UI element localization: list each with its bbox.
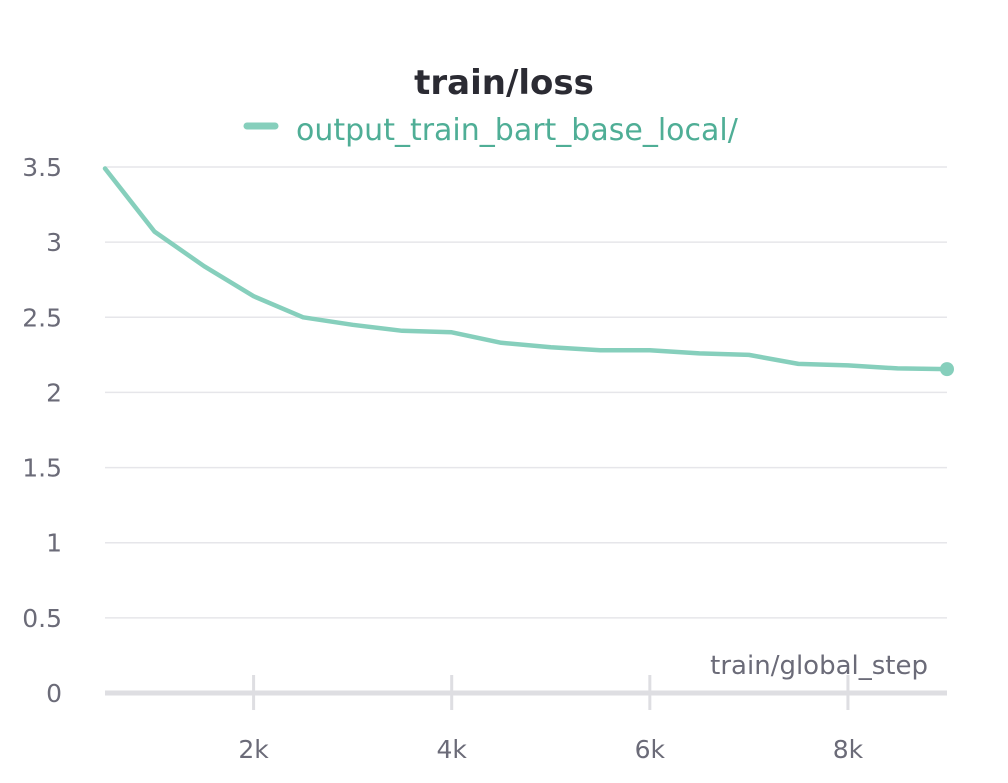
y-tick-label: 1 bbox=[46, 529, 62, 558]
grid-lines bbox=[105, 166, 947, 619]
y-tick-label: 2 bbox=[46, 378, 62, 407]
chart-title: train/loss bbox=[414, 63, 594, 103]
series-end-point bbox=[940, 362, 954, 377]
x-axis-label: train/global_step bbox=[710, 651, 928, 681]
y-tick-label: 2.5 bbox=[22, 303, 62, 332]
y-axis-ticks: 0 0.5 1 1.5 2 2.5 3 3.5 bbox=[22, 153, 62, 708]
series-group bbox=[102, 166, 954, 377]
x-axis-ticks: 2k 4k 6k 8k bbox=[238, 675, 864, 764]
y-tick-label: 3 bbox=[46, 228, 62, 257]
y-tick-label: 0 bbox=[46, 679, 62, 708]
y-tick-label: 0.5 bbox=[22, 604, 62, 633]
x-tick-label: 4k bbox=[437, 735, 468, 764]
legend: output_train_bart_base_local/ bbox=[243, 113, 739, 148]
series-line bbox=[102, 166, 950, 372]
y-tick-label: 3.5 bbox=[22, 153, 62, 182]
y-tick-label: 1.5 bbox=[22, 454, 62, 483]
x-tick-label: 6k bbox=[635, 735, 666, 764]
legend-label: output_train_bart_base_local/ bbox=[296, 113, 739, 148]
x-tick-label: 2k bbox=[238, 735, 269, 764]
x-tick-label: 8k bbox=[833, 735, 864, 764]
